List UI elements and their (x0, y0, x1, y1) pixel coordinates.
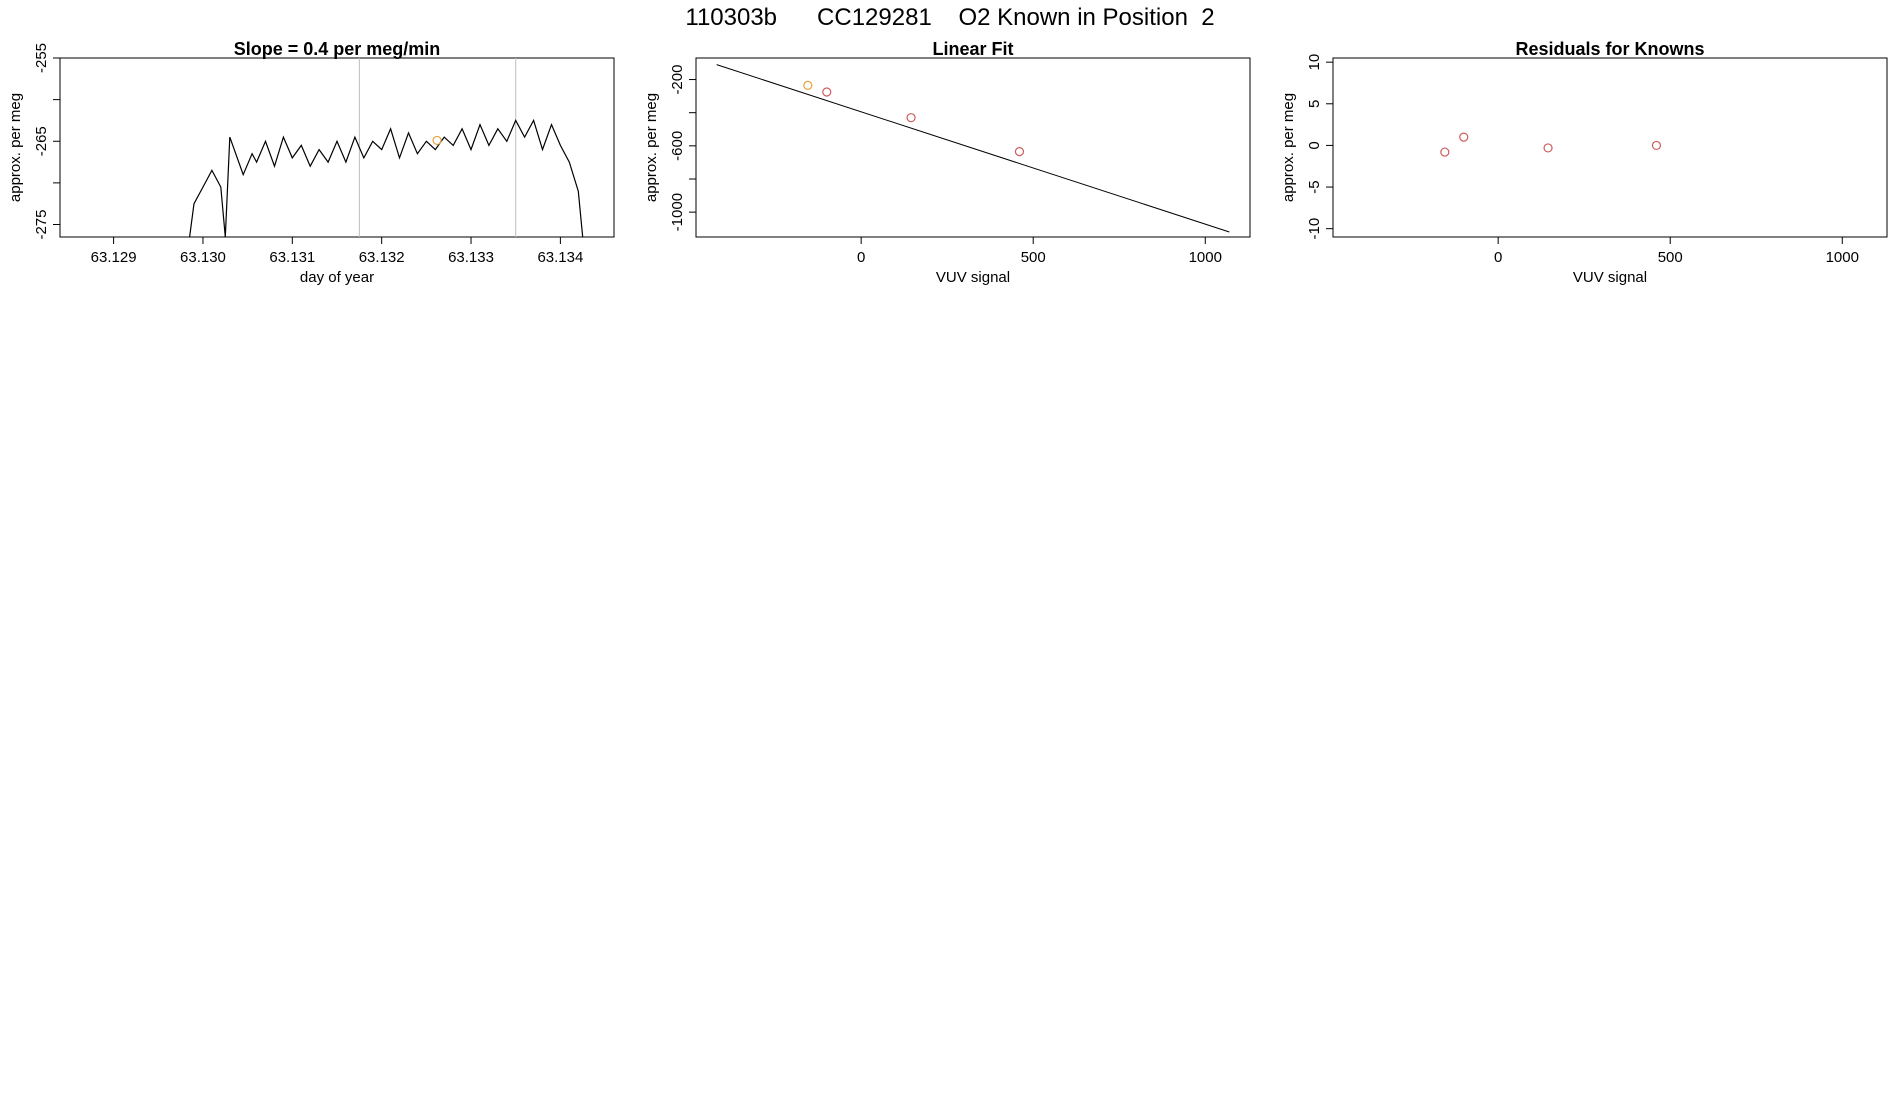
panel-title: Slope = 0.4 per meg/min (234, 39, 441, 59)
y-tick-label: 5 (1306, 100, 1323, 108)
x-axis-label: day of year (300, 269, 374, 286)
x-tick-label: 63.129 (91, 249, 137, 266)
x-axis-label: VUV signal (936, 269, 1010, 286)
known-point (1440, 147, 1450, 157)
plot-frame (695, 57, 1251, 238)
plot-area (1440, 132, 1662, 157)
known-point (906, 113, 916, 123)
plot-area (189, 58, 584, 237)
x-tick-label: 63.130 (180, 249, 226, 266)
x-tick-label: 63.133 (448, 249, 494, 266)
y-tick-label: -1000 (669, 193, 686, 231)
plot-frame (1332, 57, 1888, 238)
x-tick-label: 1000 (1826, 249, 1859, 266)
x-tick-label: 63.131 (269, 249, 315, 266)
known-point (1543, 143, 1553, 153)
series-line (189, 118, 584, 237)
x-tick-label: 0 (1494, 249, 1502, 266)
figure-title: 110303b CC129281 O2 Known in Position 2 (685, 4, 1214, 31)
panel-title: Linear Fit (932, 39, 1013, 59)
y-tick-label: -275 (33, 209, 50, 239)
x-tick-label: 500 (1658, 249, 1683, 266)
known-point (822, 87, 832, 97)
x-tick-label: 0 (857, 249, 865, 266)
y-axis-label: approx. per meg (643, 93, 660, 202)
x-tick-label: 500 (1021, 249, 1046, 266)
timeseries-panel: Slope = 0.4 per meg/min 63.129 63.130 63.13… (7, 39, 615, 286)
known-point (1014, 147, 1025, 157)
x-tick-label: 1000 (1189, 249, 1222, 266)
y-tick-label: -10 (1306, 218, 1323, 240)
y-tick-label: -200 (669, 65, 686, 95)
linear-fit-panel: Linear Fit 0 500 1000 VUV signal -200 -600 -100… (643, 39, 1251, 286)
known-point (1651, 140, 1662, 151)
plot-area (716, 64, 1230, 233)
y-axis-label: approx. per meg (7, 93, 24, 202)
y-axis-label: approx. per meg (1280, 93, 1297, 202)
highlight-point (803, 80, 813, 90)
y-tick-label: -5 (1306, 180, 1323, 193)
fit-line (716, 64, 1230, 233)
x-axis-label: VUV signal (1573, 269, 1647, 286)
x-tick-label: 63.134 (537, 249, 583, 266)
y-tick-label: -255 (33, 43, 50, 73)
highlight-point (432, 135, 442, 146)
known-point (1459, 132, 1469, 142)
y-tick-label: 0 (1306, 141, 1323, 149)
y-tick-label: -265 (33, 126, 50, 156)
panel-title: Residuals for Knowns (1515, 39, 1704, 59)
plot-frame (59, 57, 615, 238)
residuals-panel: Residuals for Knowns 0 500 1000 VUV signal -1… (1280, 39, 1888, 286)
x-tick-label: 63.132 (359, 249, 405, 266)
y-tick-label: 10 (1306, 54, 1323, 71)
y-tick-label: -600 (669, 131, 686, 161)
